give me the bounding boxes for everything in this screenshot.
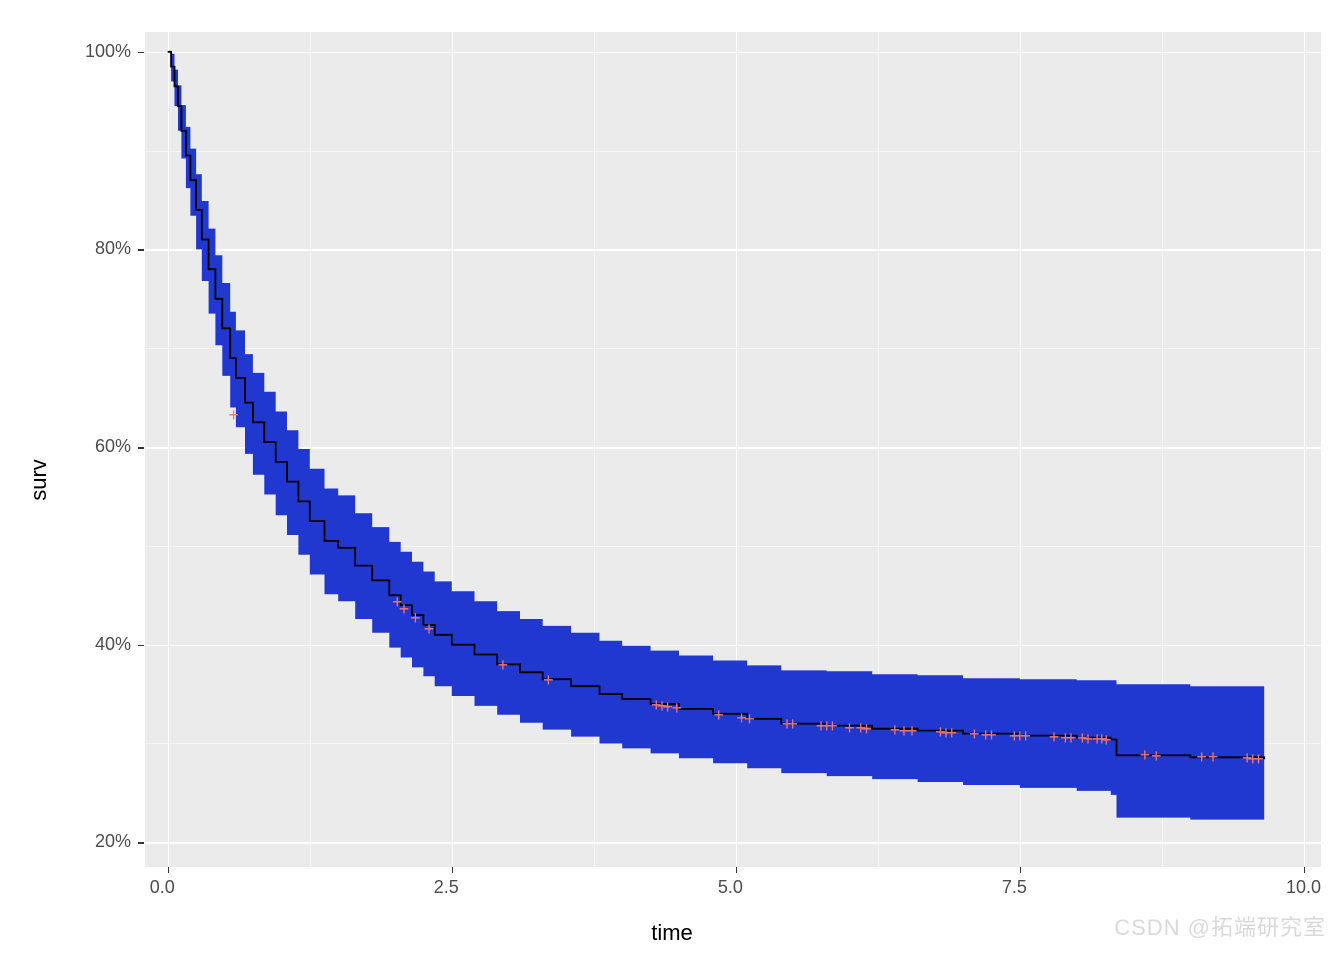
- y-tick-label: 100%: [85, 41, 131, 62]
- y-tick-label: 40%: [95, 634, 131, 655]
- x-tick-label: 10.0: [1286, 877, 1321, 898]
- plot-panel: ++++++++++++++++++++++++++++++++++++++++…: [145, 32, 1321, 867]
- survival-plot: surv time ++++++++++++++++++++++++++++++…: [0, 0, 1344, 960]
- x-tick-label: 0.0: [150, 877, 175, 898]
- y-tick-label: 80%: [95, 238, 131, 259]
- y-tick-label: 20%: [95, 831, 131, 852]
- survival-curve: [145, 32, 1321, 867]
- x-tick-label: 2.5: [434, 877, 459, 898]
- watermark-text: CSDN @拓端研究室: [1114, 910, 1326, 942]
- y-tick-label: 60%: [95, 436, 131, 457]
- x-axis-title: time: [651, 920, 693, 946]
- x-tick-label: 7.5: [1002, 877, 1027, 898]
- x-tick-label: 5.0: [718, 877, 743, 898]
- y-axis-title: surv: [26, 459, 52, 501]
